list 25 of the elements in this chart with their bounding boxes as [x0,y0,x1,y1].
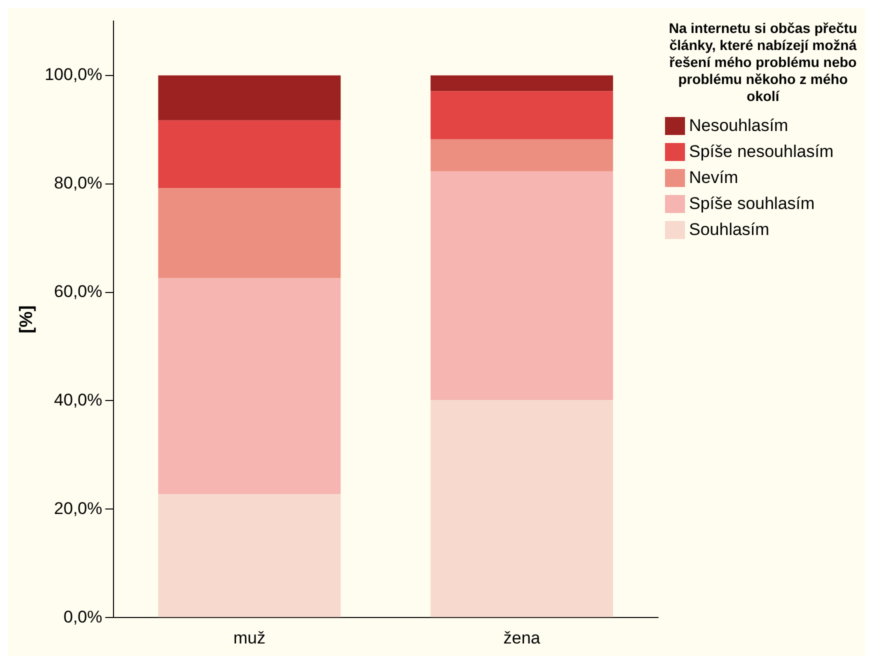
bar [430,91,614,140]
bar [158,494,341,618]
x-tick-label: žena [503,628,541,648]
legend-label: Nesouhlasím [689,116,788,136]
legend-label: Spíše souhlasím [689,194,815,214]
legend-title: Na internetu si občas přečtu články, které nabízejí možná řešení mého problému nebo problému někoho z mého okolí [668,20,858,105]
y-tick-label: 100,0% [44,65,102,84]
legend-label: Spíše nesouhlasím [689,142,834,162]
legend-label: Souhlasím [689,220,770,240]
y-tick-label: 80,0% [54,174,102,193]
x-tick-label: muž [233,628,266,648]
legend-label: Nevím [689,168,738,188]
bar [430,400,614,618]
y-tick-label: 60,0% [54,282,102,301]
bar [430,171,614,400]
bar [430,139,614,172]
bar [158,188,341,278]
bar [158,120,341,188]
y-tick-label: 20,0% [54,498,102,518]
bar [430,75,614,92]
y-tick-label: 0,0% [64,607,102,626]
y-axis-title: [%] [16,305,36,334]
y-tick-label: 40,0% [54,390,102,410]
bar [158,278,341,494]
bar [158,75,341,120]
